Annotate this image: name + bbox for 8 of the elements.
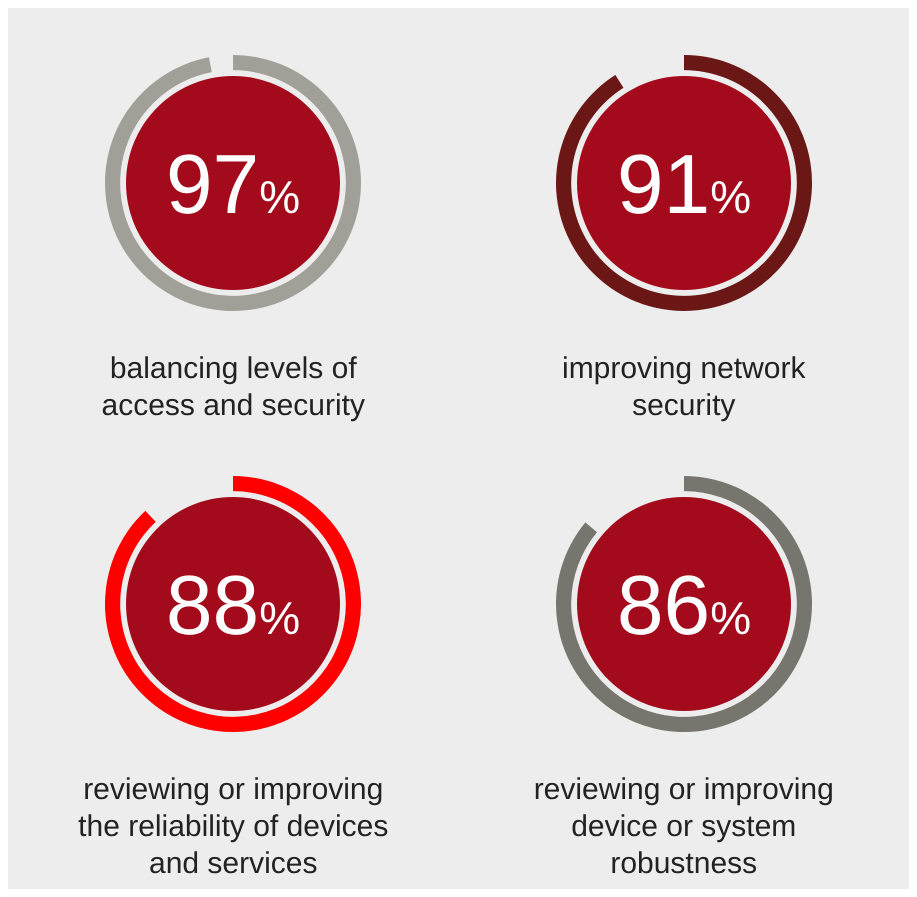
data-label: 86%: [616, 558, 751, 652]
data-label: 88%: [166, 558, 300, 652]
text: reviewing or improving device or system robustness: [532, 772, 835, 882]
text: balancing levels of access and security: [100, 351, 366, 424]
data-label: 91%: [616, 137, 751, 231]
text: improving network security: [561, 351, 806, 424]
data-label: 97%: [166, 137, 300, 231]
text: reviewing or improving the reliability of devices and services: [77, 772, 390, 882]
